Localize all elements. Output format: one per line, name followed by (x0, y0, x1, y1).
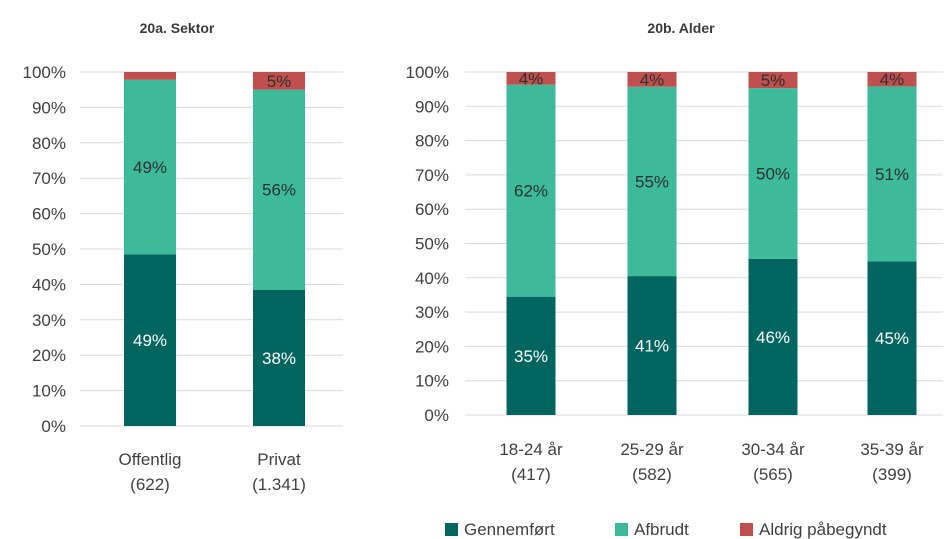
bar-segment-gennemfort (253, 289, 305, 426)
category-count: (622) (130, 475, 170, 494)
bar-segment-aldrig (748, 72, 798, 89)
category-count: (582) (632, 465, 672, 484)
data-label: 35% (514, 347, 548, 366)
legend-label: Aldrig påbegyndt (759, 520, 887, 539)
legend-swatch-aldrig (740, 523, 753, 536)
bar-segment-gennemfort (867, 261, 917, 415)
category-label: 35-39 år (860, 440, 924, 459)
category-label: 30-34 år (741, 440, 805, 459)
bar-segment-aldrig (124, 72, 176, 80)
category-label: Offentlig (118, 450, 181, 469)
bar-segment-gennemfort (627, 276, 677, 415)
bar-segment-aldrig (627, 72, 677, 87)
data-label: 41% (635, 337, 669, 356)
legend-swatch-gennemfort (445, 523, 458, 536)
data-label: 5% (267, 72, 292, 91)
bar-segment-gennemfort (748, 258, 798, 415)
category-label: 18-24 år (499, 440, 563, 459)
bar-segment-aldrig (253, 72, 305, 90)
bar-segment-afbrudt (506, 84, 556, 297)
y-tick-label: 30% (415, 303, 449, 322)
data-label: 49% (133, 158, 167, 177)
data-label: 5% (761, 71, 786, 90)
y-tick-label: 70% (415, 166, 449, 185)
legend-label: Afbrudt (634, 520, 689, 539)
data-label: 51% (875, 165, 909, 184)
y-tick-label: 10% (415, 372, 449, 391)
data-label: 4% (880, 70, 905, 89)
y-tick-label: 10% (32, 382, 66, 401)
category-label: Privat (257, 450, 301, 469)
data-label: 4% (519, 69, 544, 88)
y-tick-label: 80% (32, 134, 66, 153)
bar-segment-afbrudt (748, 88, 798, 259)
chart-title: 20a. Sektor (140, 20, 215, 36)
bar-segment-afbrudt (253, 89, 305, 290)
legend: Gennemført Afbrudt Aldrig påbegyndt (445, 520, 887, 539)
category-count: (399) (872, 465, 912, 484)
legend-label: Gennemført (464, 520, 555, 539)
data-label: 55% (635, 172, 669, 191)
y-tick-label: 50% (415, 235, 449, 254)
y-tick-label: 20% (415, 337, 449, 356)
y-tick-label: 100% (23, 63, 66, 82)
category-count: (565) (753, 465, 793, 484)
y-tick-label: 60% (32, 205, 66, 224)
y-tick-label: 0% (41, 417, 66, 436)
bar-segment-afbrudt (867, 86, 917, 262)
y-tick-label: 0% (424, 406, 449, 425)
chart-panel-sektor: 20a. Sektor 0% 10% 20% 30% 40% 50% 60% 70% 80% 90%… (23, 20, 343, 494)
y-tick-label: 60% (415, 200, 449, 219)
chart-title: 20b. Alder (647, 20, 715, 36)
y-tick-label: 50% (32, 240, 66, 259)
bar-segment-gennemfort (124, 254, 176, 426)
legend-swatch-afbrudt (615, 523, 628, 536)
y-tick-label: 80% (415, 132, 449, 151)
bar-segment-aldrig (867, 72, 917, 87)
data-label: 50% (756, 165, 790, 184)
y-tick-label: 90% (32, 98, 66, 117)
data-label: 38% (262, 349, 296, 368)
bar-segment-afbrudt (124, 79, 176, 255)
y-tick-label: 40% (32, 275, 66, 294)
y-tick-label: 70% (32, 169, 66, 188)
bar-segment-gennemfort (506, 296, 556, 415)
bar-segment-afbrudt (627, 86, 677, 277)
data-label: 56% (262, 181, 296, 200)
bar-segment-aldrig (506, 72, 556, 85)
y-tick-label: 20% (32, 346, 66, 365)
y-tick-label: 40% (415, 269, 449, 288)
data-label: 46% (756, 328, 790, 347)
y-tick-label: 90% (415, 97, 449, 116)
data-label: 4% (640, 70, 665, 89)
chart-panel-alder: 20b. Alder 0% 10% 20% 30% 40% 50% 60% 70% 80% 90% 1… (406, 20, 943, 484)
category-count: (1.341) (252, 475, 306, 494)
category-label: 25-29 år (620, 440, 684, 459)
data-label: 49% (133, 331, 167, 350)
y-tick-label: 30% (32, 311, 66, 330)
data-label: 62% (514, 182, 548, 201)
data-label: 45% (875, 329, 909, 348)
category-count: (417) (511, 465, 551, 484)
y-tick-label: 100% (406, 63, 449, 82)
